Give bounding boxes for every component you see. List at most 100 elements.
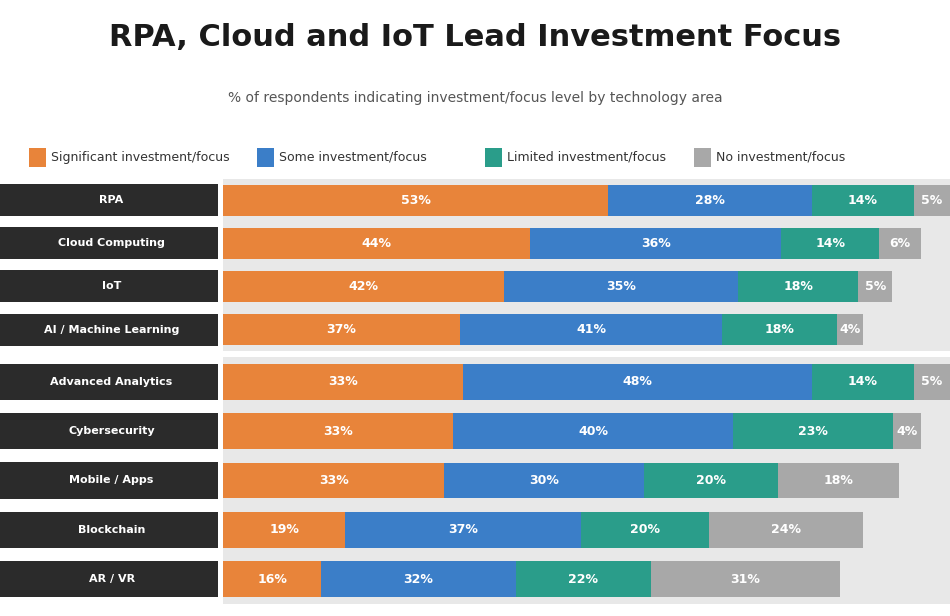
Text: Blockchain: Blockchain bbox=[78, 525, 145, 535]
Text: Mobile / Apps: Mobile / Apps bbox=[69, 476, 154, 485]
Text: Cloud Computing: Cloud Computing bbox=[58, 238, 165, 248]
Bar bbox=[893, 413, 921, 449]
Bar bbox=[453, 413, 732, 449]
Bar bbox=[0, 227, 218, 259]
Bar bbox=[644, 463, 778, 498]
Text: 36%: 36% bbox=[641, 237, 671, 250]
Bar bbox=[914, 364, 950, 400]
Text: 18%: 18% bbox=[824, 474, 853, 487]
FancyBboxPatch shape bbox=[28, 148, 46, 166]
Bar bbox=[651, 561, 840, 597]
Text: AI / Machine Learning: AI / Machine Learning bbox=[44, 325, 180, 334]
Text: 48%: 48% bbox=[622, 375, 653, 389]
Bar bbox=[321, 561, 516, 597]
Bar bbox=[444, 463, 644, 498]
Text: 37%: 37% bbox=[448, 523, 478, 537]
Text: 18%: 18% bbox=[765, 323, 794, 336]
Text: 35%: 35% bbox=[606, 280, 636, 293]
Text: 24%: 24% bbox=[771, 523, 801, 537]
Bar bbox=[463, 364, 812, 400]
Text: 42%: 42% bbox=[349, 280, 379, 293]
FancyBboxPatch shape bbox=[694, 148, 711, 166]
Bar bbox=[778, 463, 899, 498]
Bar bbox=[782, 228, 879, 259]
Bar bbox=[516, 561, 651, 597]
Text: Cybersecurity: Cybersecurity bbox=[68, 426, 155, 436]
Text: 53%: 53% bbox=[401, 193, 430, 207]
Bar bbox=[223, 179, 950, 351]
Bar bbox=[732, 413, 893, 449]
Text: 14%: 14% bbox=[847, 375, 878, 389]
Text: RPA: RPA bbox=[100, 195, 124, 205]
Text: 14%: 14% bbox=[847, 193, 878, 207]
Text: 5%: 5% bbox=[922, 375, 942, 389]
Bar bbox=[345, 512, 581, 548]
Bar bbox=[0, 462, 218, 499]
Bar bbox=[0, 363, 218, 400]
Bar bbox=[223, 357, 950, 604]
Bar bbox=[914, 185, 950, 216]
Bar bbox=[223, 314, 460, 345]
Text: Limited investment/focus: Limited investment/focus bbox=[507, 150, 666, 164]
Text: No investment/focus: No investment/focus bbox=[716, 150, 846, 164]
Text: 4%: 4% bbox=[840, 323, 861, 336]
Text: 20%: 20% bbox=[631, 523, 660, 537]
Bar bbox=[0, 184, 218, 216]
Text: 31%: 31% bbox=[731, 572, 760, 586]
Bar bbox=[223, 512, 345, 548]
Text: Significant investment/focus: Significant investment/focus bbox=[51, 150, 230, 164]
Text: 14%: 14% bbox=[815, 237, 846, 250]
Bar bbox=[738, 271, 859, 302]
Bar bbox=[223, 463, 444, 498]
Bar bbox=[0, 270, 218, 302]
Bar bbox=[0, 413, 218, 450]
Text: 44%: 44% bbox=[362, 237, 391, 250]
Text: 41%: 41% bbox=[576, 323, 606, 336]
Text: 32%: 32% bbox=[404, 572, 433, 586]
Bar bbox=[812, 185, 914, 216]
Text: 22%: 22% bbox=[568, 572, 598, 586]
Bar bbox=[530, 228, 782, 259]
Bar bbox=[223, 228, 530, 259]
Text: 30%: 30% bbox=[529, 474, 560, 487]
FancyBboxPatch shape bbox=[484, 148, 502, 166]
Bar bbox=[223, 413, 453, 449]
Bar bbox=[223, 185, 608, 216]
Bar bbox=[581, 512, 710, 548]
Bar bbox=[504, 271, 738, 302]
Bar bbox=[0, 314, 218, 346]
Text: AR / VR: AR / VR bbox=[88, 574, 135, 584]
Text: 28%: 28% bbox=[695, 193, 725, 207]
Bar bbox=[837, 314, 863, 345]
Bar bbox=[608, 185, 812, 216]
Text: 33%: 33% bbox=[318, 474, 349, 487]
Bar bbox=[879, 228, 921, 259]
Text: 33%: 33% bbox=[324, 424, 353, 438]
Bar bbox=[859, 271, 892, 302]
Text: 37%: 37% bbox=[327, 323, 356, 336]
Bar bbox=[722, 314, 837, 345]
Bar bbox=[460, 314, 722, 345]
Text: 5%: 5% bbox=[922, 193, 942, 207]
Bar bbox=[223, 561, 321, 597]
Bar bbox=[223, 271, 504, 302]
Text: 40%: 40% bbox=[578, 424, 608, 438]
Text: Advanced Analytics: Advanced Analytics bbox=[50, 377, 173, 387]
Bar bbox=[812, 364, 914, 400]
Text: 4%: 4% bbox=[897, 424, 918, 438]
Text: 6%: 6% bbox=[889, 237, 910, 250]
Text: 20%: 20% bbox=[696, 474, 727, 487]
Text: 23%: 23% bbox=[798, 424, 827, 438]
Bar bbox=[710, 512, 863, 548]
Text: RPA, Cloud and IoT Lead Investment Focus: RPA, Cloud and IoT Lead Investment Focus bbox=[109, 23, 841, 52]
Text: IoT: IoT bbox=[102, 282, 122, 291]
Text: % of respondents indicating investment/focus level by technology area: % of respondents indicating investment/f… bbox=[228, 91, 722, 105]
Text: 18%: 18% bbox=[784, 280, 813, 293]
Text: 5%: 5% bbox=[864, 280, 885, 293]
Bar bbox=[0, 511, 218, 548]
Text: 19%: 19% bbox=[269, 523, 299, 537]
FancyBboxPatch shape bbox=[256, 148, 274, 166]
Text: 16%: 16% bbox=[257, 572, 287, 586]
Text: 33%: 33% bbox=[329, 375, 358, 389]
Text: Some investment/focus: Some investment/focus bbox=[279, 150, 428, 164]
